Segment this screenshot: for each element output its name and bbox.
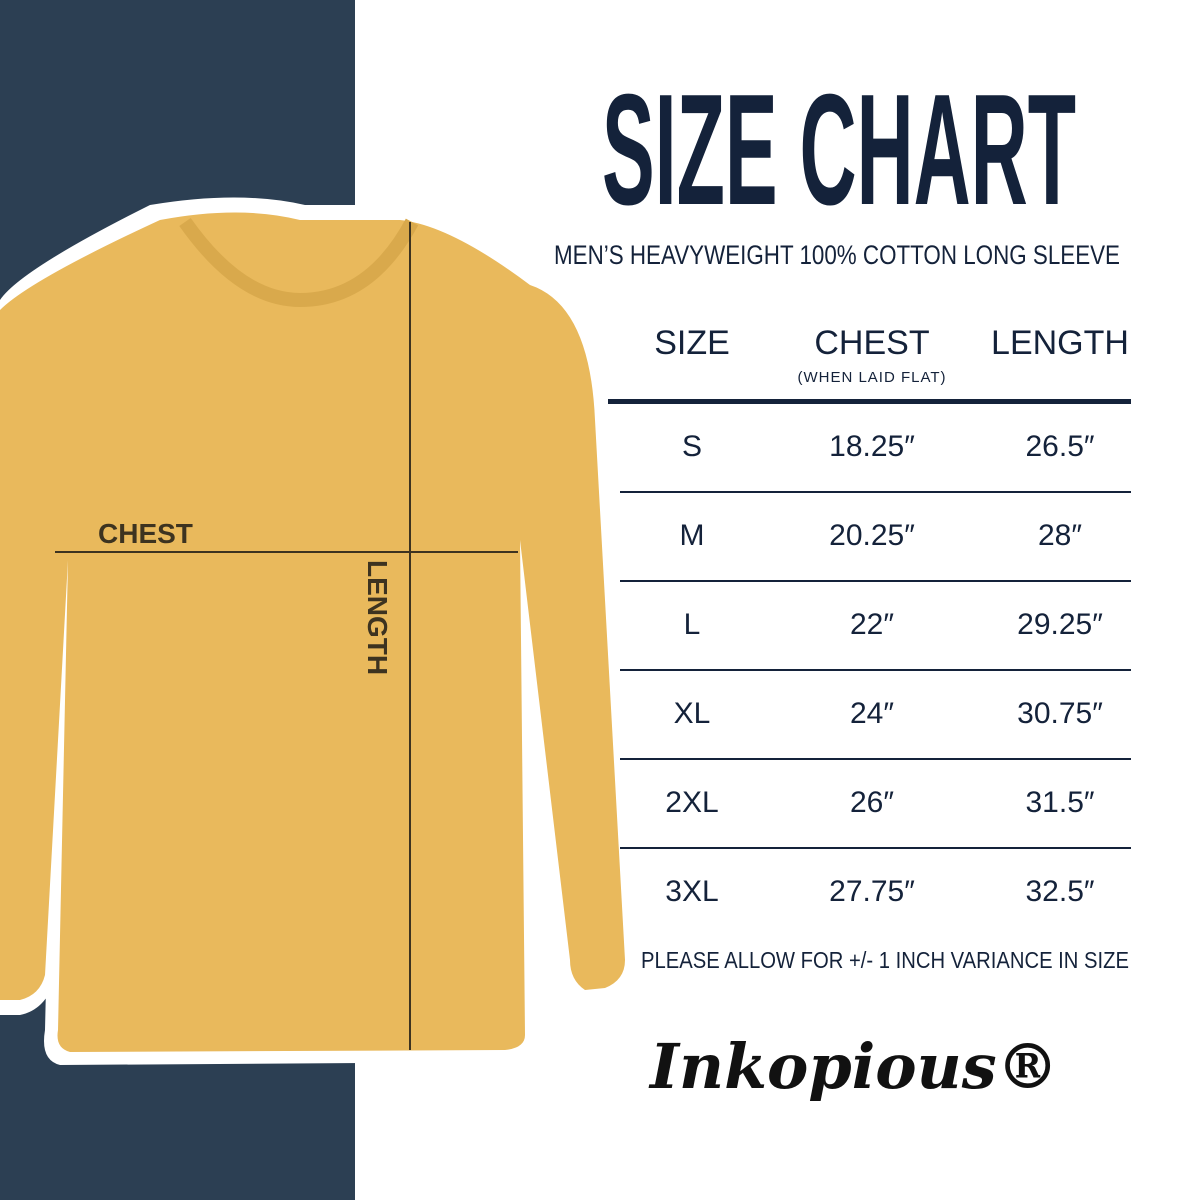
length-measure-label: LENGTH <box>362 560 393 676</box>
cell-length: 30.75″ <box>1017 697 1103 730</box>
table-row: XL 24″ 30.75″ <box>620 671 1131 760</box>
row-divider <box>620 847 1131 849</box>
cell-length: 31.5″ <box>1025 786 1095 819</box>
cell-length: 32.5″ <box>1025 875 1095 908</box>
table-row: L 22″ 29.25″ <box>620 582 1131 671</box>
page-title: SIZE CHART <box>602 82 1076 212</box>
inkopious-logo: Inkopious® <box>650 1030 1059 1103</box>
cell-size: XL <box>673 697 711 730</box>
cell-chest: 20.25″ <box>829 519 915 552</box>
cell-size: 3XL <box>665 875 719 908</box>
subtitle: MEN’S HEAVYWEIGHT 100% COTTON LONG SLEEV… <box>554 240 1120 270</box>
row-divider <box>620 580 1131 582</box>
cell-chest: 27.75″ <box>829 875 915 908</box>
row-divider <box>620 758 1131 760</box>
cell-size: S <box>681 430 702 463</box>
variance-note: PLEASE ALLOW FOR +/- 1 INCH VARIANCE IN … <box>641 947 1129 973</box>
page-title-text: SIZE CHART <box>602 82 1076 212</box>
header-length: LENGTH <box>991 324 1129 362</box>
cell-size: L <box>683 608 701 641</box>
header-size: SIZE <box>654 324 730 362</box>
header-divider <box>608 399 1131 404</box>
table-row: 3XL 27.75″ 32.5″ <box>620 849 1131 938</box>
row-divider <box>620 491 1131 493</box>
cell-chest: 22″ <box>850 608 894 641</box>
long-sleeve-shirt-image <box>0 197 640 1065</box>
table-row: S 18.25″ 26.5″ <box>620 404 1131 493</box>
header-chest: CHEST <box>814 324 930 362</box>
subtitle-text: MEN’S HEAVYWEIGHT 100% COTTON LONG SLEEV… <box>554 240 1120 270</box>
cell-length: 28″ <box>1038 519 1082 552</box>
cell-size: M <box>679 519 705 552</box>
header-chest-note: (WHEN LAID FLAT) <box>797 369 947 386</box>
table-row: M 20.25″ 28″ <box>620 493 1131 582</box>
cell-chest: 18.25″ <box>829 430 915 463</box>
chest-measure-label: CHEST <box>98 518 193 549</box>
row-divider <box>620 669 1131 671</box>
cell-chest: 24″ <box>850 697 894 730</box>
cell-length: 26.5″ <box>1025 430 1095 463</box>
variance-note-text: PLEASE ALLOW FOR +/- 1 INCH VARIANCE IN … <box>641 947 1129 973</box>
table-row: 2XL 26″ 31.5″ <box>620 760 1131 849</box>
cell-chest: 26″ <box>850 786 894 819</box>
cell-size: 2XL <box>665 786 719 819</box>
cell-length: 29.25″ <box>1017 608 1103 641</box>
